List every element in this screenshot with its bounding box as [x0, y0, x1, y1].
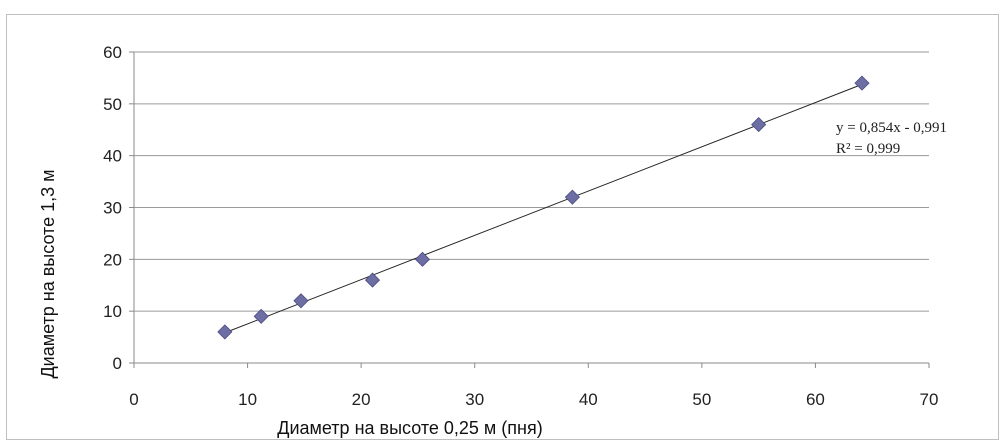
y-tick-label: 30 [103, 199, 122, 218]
y-tick-label: 60 [103, 43, 122, 62]
y-tick-label: 40 [103, 147, 122, 166]
x-tick-label: 60 [806, 390, 825, 409]
data-point [293, 293, 309, 309]
x-tick-labels: 0 10 20 30 40 50 60 70 [129, 363, 938, 409]
y-tick-labels: 0 10 20 30 40 50 60 [103, 43, 134, 373]
data-point [564, 189, 580, 205]
trendline-group [224, 83, 863, 334]
chart-frame [6, 14, 999, 440]
data-point [751, 117, 767, 133]
y-tick-label: 50 [103, 95, 122, 114]
data-point [854, 75, 870, 91]
x-tick-label: 70 [920, 390, 939, 409]
trendline [224, 83, 863, 334]
x-tick-label: 50 [692, 390, 711, 409]
x-tick-label: 10 [238, 390, 257, 409]
trendline-r2: R² = 0,999 [836, 141, 900, 157]
data-point [253, 308, 269, 324]
data-points [217, 75, 870, 340]
y-tick-label: 0 [113, 354, 122, 373]
x-tick-label: 40 [579, 390, 598, 409]
y-tick-label: 10 [103, 302, 122, 321]
x-tick-label: 20 [352, 390, 371, 409]
x-tick-label: 30 [465, 390, 484, 409]
x-axis-title: Диаметр на высоте 0,25 м (пня) [277, 418, 542, 438]
trendline-equation: y = 0,854x - 0,991 [836, 120, 947, 136]
gridlines [134, 51, 929, 312]
y-tick-label: 20 [103, 250, 122, 269]
data-point [364, 272, 381, 288]
x-tick-label: 0 [129, 390, 138, 409]
data-point [414, 251, 431, 267]
data-point [217, 324, 233, 340]
y-axis-title: Диаметр на высоте 1,3 м [38, 169, 58, 378]
